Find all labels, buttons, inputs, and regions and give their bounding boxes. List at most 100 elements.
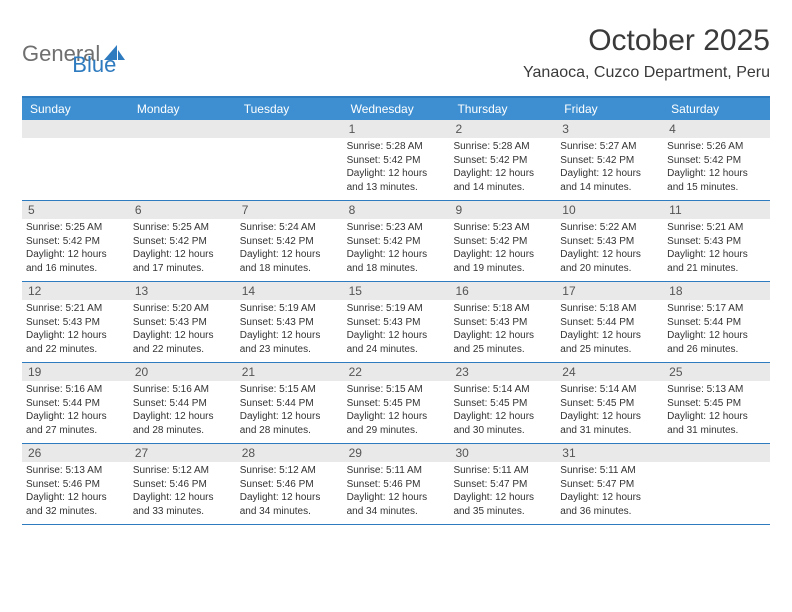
calendar-day-cell: 19Sunrise: 5:16 AMSunset: 5:44 PMDayligh… (22, 363, 129, 443)
day-number: 12 (22, 282, 129, 300)
day-details: Sunrise: 5:20 AMSunset: 5:43 PMDaylight:… (129, 300, 236, 362)
calendar-day-cell: 18Sunrise: 5:17 AMSunset: 5:44 PMDayligh… (663, 282, 770, 362)
calendar-week-row: 1Sunrise: 5:28 AMSunset: 5:42 PMDaylight… (22, 120, 770, 201)
title-block: October 2025 Yanaoca, Cuzco Department, … (523, 24, 770, 82)
calendar-day-cell (663, 444, 770, 524)
day-number: 31 (556, 444, 663, 462)
calendar-week-row: 12Sunrise: 5:21 AMSunset: 5:43 PMDayligh… (22, 282, 770, 363)
weekday-header: Sunday (22, 98, 129, 120)
day-details: Sunrise: 5:21 AMSunset: 5:43 PMDaylight:… (663, 219, 770, 281)
weekday-header: Friday (556, 98, 663, 120)
calendar-day-cell: 16Sunrise: 5:18 AMSunset: 5:43 PMDayligh… (449, 282, 556, 362)
calendar-day-cell: 20Sunrise: 5:16 AMSunset: 5:44 PMDayligh… (129, 363, 236, 443)
day-number: 4 (663, 120, 770, 138)
calendar-day-cell: 25Sunrise: 5:13 AMSunset: 5:45 PMDayligh… (663, 363, 770, 443)
calendar-day-cell: 17Sunrise: 5:18 AMSunset: 5:44 PMDayligh… (556, 282, 663, 362)
day-details: Sunrise: 5:15 AMSunset: 5:45 PMDaylight:… (343, 381, 450, 443)
calendar-day-cell: 5Sunrise: 5:25 AMSunset: 5:42 PMDaylight… (22, 201, 129, 281)
day-details: Sunrise: 5:28 AMSunset: 5:42 PMDaylight:… (449, 138, 556, 200)
day-details: Sunrise: 5:12 AMSunset: 5:46 PMDaylight:… (236, 462, 343, 524)
day-number (663, 444, 770, 462)
day-number: 16 (449, 282, 556, 300)
weekday-header: Tuesday (236, 98, 343, 120)
day-number: 24 (556, 363, 663, 381)
day-number: 20 (129, 363, 236, 381)
day-details: Sunrise: 5:11 AMSunset: 5:47 PMDaylight:… (449, 462, 556, 524)
day-details (236, 138, 343, 196)
day-number (236, 120, 343, 138)
day-details: Sunrise: 5:14 AMSunset: 5:45 PMDaylight:… (556, 381, 663, 443)
calendar-day-cell: 3Sunrise: 5:27 AMSunset: 5:42 PMDaylight… (556, 120, 663, 200)
day-number: 19 (22, 363, 129, 381)
logo-text-blue: Blue (72, 52, 116, 78)
day-details: Sunrise: 5:16 AMSunset: 5:44 PMDaylight:… (22, 381, 129, 443)
day-details: Sunrise: 5:16 AMSunset: 5:44 PMDaylight:… (129, 381, 236, 443)
day-number: 3 (556, 120, 663, 138)
location-subtitle: Yanaoca, Cuzco Department, Peru (523, 64, 770, 82)
day-number: 2 (449, 120, 556, 138)
day-number: 27 (129, 444, 236, 462)
day-details: Sunrise: 5:25 AMSunset: 5:42 PMDaylight:… (22, 219, 129, 281)
day-number: 29 (343, 444, 450, 462)
day-details: Sunrise: 5:25 AMSunset: 5:42 PMDaylight:… (129, 219, 236, 281)
day-details: Sunrise: 5:21 AMSunset: 5:43 PMDaylight:… (22, 300, 129, 362)
calendar-day-cell: 4Sunrise: 5:26 AMSunset: 5:42 PMDaylight… (663, 120, 770, 200)
day-number: 23 (449, 363, 556, 381)
day-details: Sunrise: 5:13 AMSunset: 5:45 PMDaylight:… (663, 381, 770, 443)
calendar-day-cell: 22Sunrise: 5:15 AMSunset: 5:45 PMDayligh… (343, 363, 450, 443)
day-number: 1 (343, 120, 450, 138)
day-details: Sunrise: 5:22 AMSunset: 5:43 PMDaylight:… (556, 219, 663, 281)
day-details: Sunrise: 5:18 AMSunset: 5:43 PMDaylight:… (449, 300, 556, 362)
day-details: Sunrise: 5:19 AMSunset: 5:43 PMDaylight:… (343, 300, 450, 362)
day-number (22, 120, 129, 138)
day-details (129, 138, 236, 196)
calendar-day-cell: 26Sunrise: 5:13 AMSunset: 5:46 PMDayligh… (22, 444, 129, 524)
day-details: Sunrise: 5:23 AMSunset: 5:42 PMDaylight:… (449, 219, 556, 281)
day-details: Sunrise: 5:17 AMSunset: 5:44 PMDaylight:… (663, 300, 770, 362)
calendar-week-row: 19Sunrise: 5:16 AMSunset: 5:44 PMDayligh… (22, 363, 770, 444)
page-title: October 2025 (523, 24, 770, 58)
day-number: 15 (343, 282, 450, 300)
header: General Blue October 2025 Yanaoca, Cuzco… (22, 24, 770, 82)
day-details: Sunrise: 5:28 AMSunset: 5:42 PMDaylight:… (343, 138, 450, 200)
calendar-day-cell: 28Sunrise: 5:12 AMSunset: 5:46 PMDayligh… (236, 444, 343, 524)
calendar-day-cell: 13Sunrise: 5:20 AMSunset: 5:43 PMDayligh… (129, 282, 236, 362)
day-details: Sunrise: 5:11 AMSunset: 5:46 PMDaylight:… (343, 462, 450, 524)
calendar-day-cell (129, 120, 236, 200)
day-number: 11 (663, 201, 770, 219)
calendar-day-cell: 15Sunrise: 5:19 AMSunset: 5:43 PMDayligh… (343, 282, 450, 362)
calendar: SundayMondayTuesdayWednesdayThursdayFrid… (22, 96, 770, 525)
day-details: Sunrise: 5:14 AMSunset: 5:45 PMDaylight:… (449, 381, 556, 443)
calendar-day-cell: 7Sunrise: 5:24 AMSunset: 5:42 PMDaylight… (236, 201, 343, 281)
calendar-day-cell (22, 120, 129, 200)
day-number: 18 (663, 282, 770, 300)
day-number: 8 (343, 201, 450, 219)
day-details: Sunrise: 5:23 AMSunset: 5:42 PMDaylight:… (343, 219, 450, 281)
day-details: Sunrise: 5:19 AMSunset: 5:43 PMDaylight:… (236, 300, 343, 362)
calendar-day-cell: 23Sunrise: 5:14 AMSunset: 5:45 PMDayligh… (449, 363, 556, 443)
calendar-day-cell: 14Sunrise: 5:19 AMSunset: 5:43 PMDayligh… (236, 282, 343, 362)
day-number: 10 (556, 201, 663, 219)
day-number: 21 (236, 363, 343, 381)
day-number: 13 (129, 282, 236, 300)
day-details: Sunrise: 5:18 AMSunset: 5:44 PMDaylight:… (556, 300, 663, 362)
day-details: Sunrise: 5:13 AMSunset: 5:46 PMDaylight:… (22, 462, 129, 524)
calendar-day-cell: 31Sunrise: 5:11 AMSunset: 5:47 PMDayligh… (556, 444, 663, 524)
day-number (129, 120, 236, 138)
day-number: 25 (663, 363, 770, 381)
day-number: 26 (22, 444, 129, 462)
day-number: 30 (449, 444, 556, 462)
calendar-day-cell: 21Sunrise: 5:15 AMSunset: 5:44 PMDayligh… (236, 363, 343, 443)
weekday-header-row: SundayMondayTuesdayWednesdayThursdayFrid… (22, 98, 770, 120)
day-details: Sunrise: 5:12 AMSunset: 5:46 PMDaylight:… (129, 462, 236, 524)
calendar-day-cell: 8Sunrise: 5:23 AMSunset: 5:42 PMDaylight… (343, 201, 450, 281)
calendar-week-row: 26Sunrise: 5:13 AMSunset: 5:46 PMDayligh… (22, 444, 770, 525)
weekday-header: Saturday (663, 98, 770, 120)
calendar-week-row: 5Sunrise: 5:25 AMSunset: 5:42 PMDaylight… (22, 201, 770, 282)
calendar-day-cell: 30Sunrise: 5:11 AMSunset: 5:47 PMDayligh… (449, 444, 556, 524)
day-details: Sunrise: 5:15 AMSunset: 5:44 PMDaylight:… (236, 381, 343, 443)
logo: General Blue (22, 24, 116, 78)
day-number: 7 (236, 201, 343, 219)
day-details (22, 138, 129, 196)
calendar-day-cell: 11Sunrise: 5:21 AMSunset: 5:43 PMDayligh… (663, 201, 770, 281)
